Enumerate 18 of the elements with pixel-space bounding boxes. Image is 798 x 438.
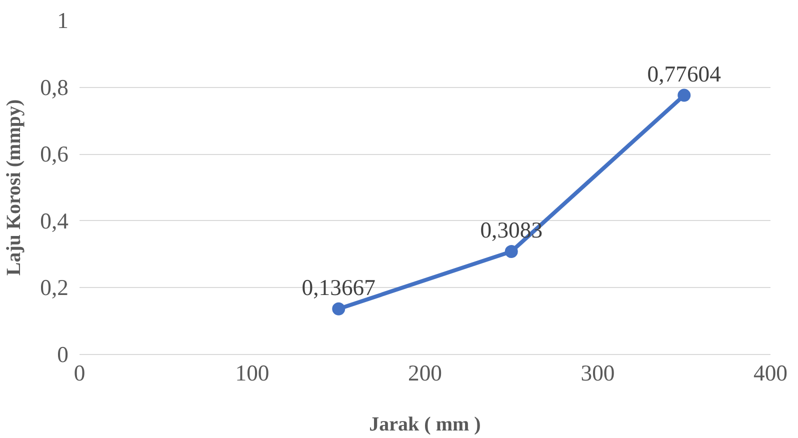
data-label: 0,13667: [302, 274, 376, 300]
point: [504, 245, 518, 258]
y-axis-title: Laju Korosi (mmpy): [3, 99, 26, 276]
y-tick-label: 0,4: [40, 208, 69, 234]
y-tick-label: 1: [57, 8, 68, 33]
point: [678, 88, 691, 102]
x-tick-label: 400: [754, 360, 788, 386]
x-axis-title: Jarak ( mm ): [369, 414, 481, 436]
x-tick-label: 300: [580, 360, 615, 386]
x-tick-label: 200: [408, 360, 442, 386]
x-tick-label: 0: [74, 360, 86, 386]
data-label: 0,77604: [647, 61, 721, 86]
y-tick-label: 0,6: [40, 142, 69, 167]
y-tick-label: 0,2: [40, 275, 69, 300]
point: [332, 302, 346, 316]
y-tick-label: 0: [57, 342, 68, 367]
x-tick-label: 100: [235, 360, 270, 386]
y-tick-label: 0,8: [40, 74, 69, 100]
